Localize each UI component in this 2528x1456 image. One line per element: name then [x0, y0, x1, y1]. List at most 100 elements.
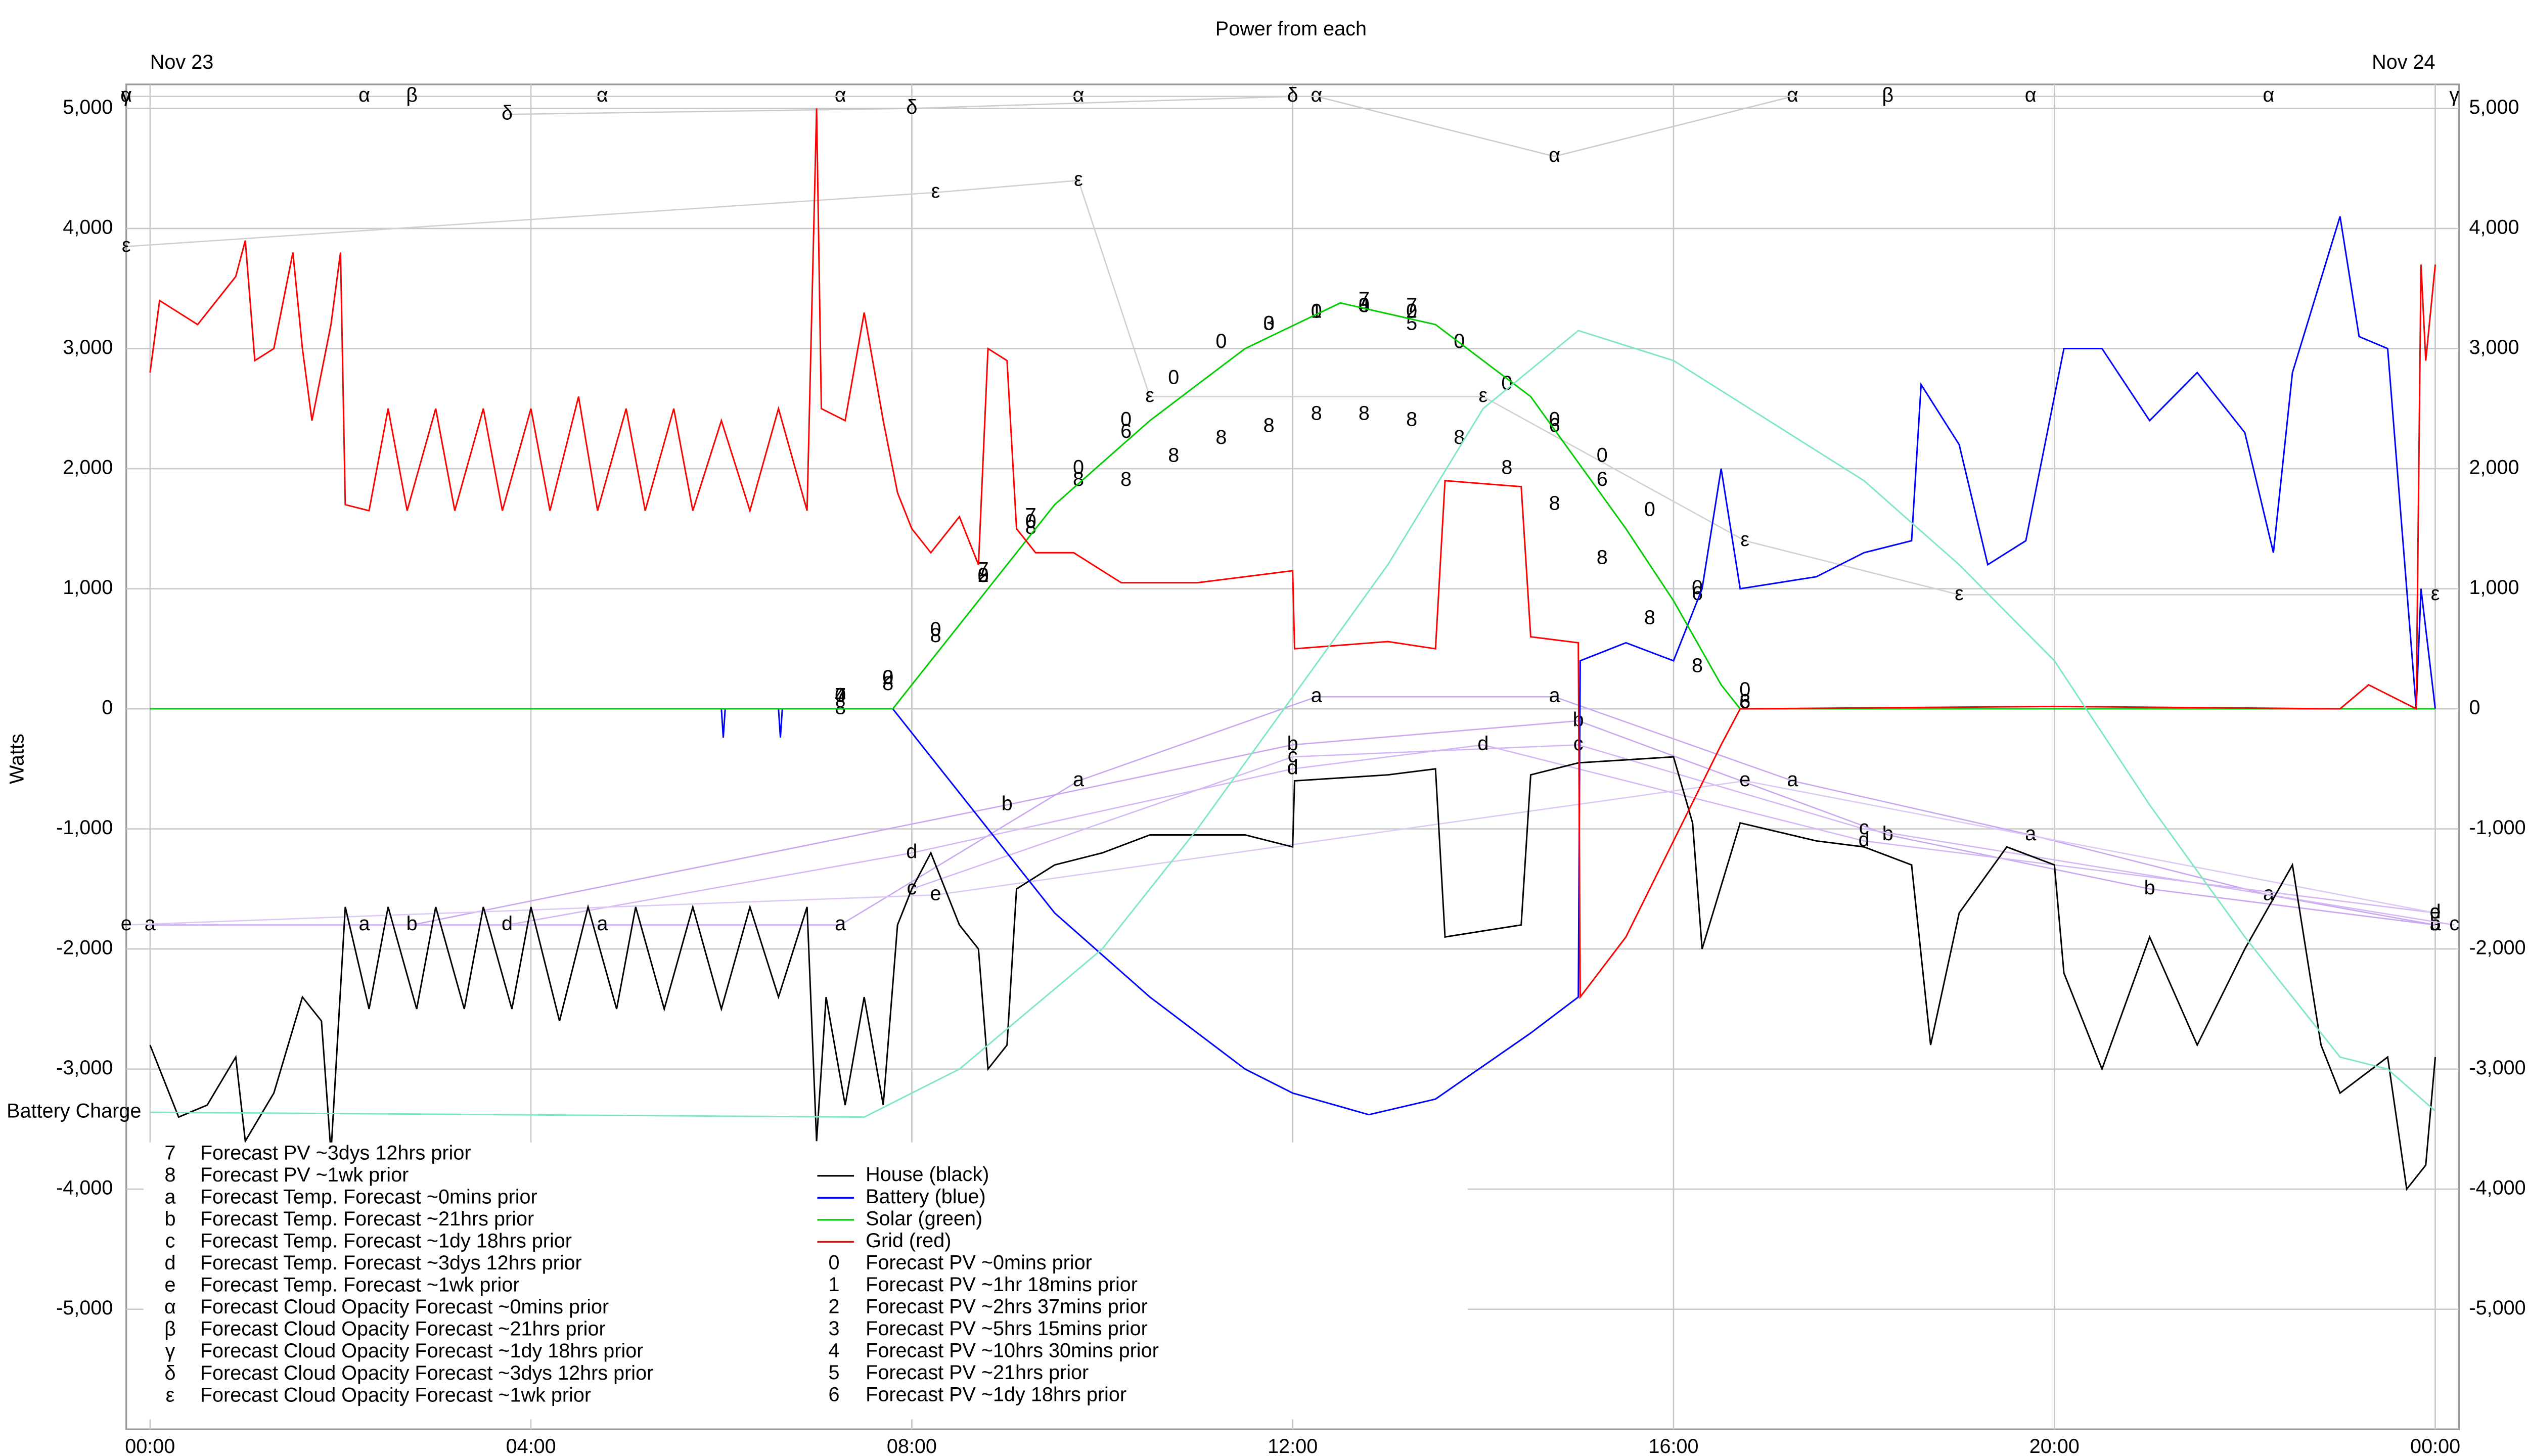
series-marker: 7 [1406, 294, 1417, 316]
legend-symbol: ε [166, 1384, 175, 1406]
series-marker: 2 [978, 564, 989, 586]
legend-symbol: d [164, 1252, 175, 1274]
legend-label: Forecast PV ~1dy 18hrs prior [866, 1384, 1126, 1406]
series-marker: γ [121, 84, 131, 106]
series-line [150, 330, 2436, 1118]
legend-label: Forecast PV ~1wk prior [200, 1164, 409, 1186]
y2-tick-label: 2,000 [2469, 456, 2519, 478]
legend-symbol: γ [165, 1340, 175, 1362]
series-marker: 0 [1311, 300, 1322, 323]
series-marker: 0 [1406, 300, 1417, 323]
legend-label: Forecast PV ~10hrs 30mins prior [866, 1340, 1159, 1362]
y2-tick-label: -4,000 [2469, 1177, 2525, 1199]
series-marker: 8 [882, 672, 893, 695]
series-marker: e [2430, 900, 2441, 923]
series-marker: d [1859, 829, 1870, 851]
x-tick-label: 12:00 [1268, 1435, 1318, 1456]
series-marker: 0 [1120, 408, 1132, 430]
series-marker: 4 [835, 685, 846, 707]
series-marker: 8 [930, 624, 941, 647]
y2-tick-label: 4,000 [2469, 216, 2519, 238]
y-tick-label: -4,000 [56, 1177, 113, 1199]
series-line [150, 302, 2435, 710]
series-marker: α [2025, 84, 2037, 106]
series-line [126, 179, 2435, 596]
series-marker: ε [931, 180, 940, 202]
y2-tick-label: 1,000 [2469, 576, 2519, 599]
series-marker: 1 [1311, 300, 1322, 323]
series-marker: a [1549, 685, 1561, 707]
legend-label: Forecast Cloud Opacity Forecast ~0mins p… [200, 1296, 609, 1318]
series-marker: a [597, 913, 608, 935]
series-marker: ε [1955, 582, 1964, 605]
y-tick-label: 3,000 [63, 336, 113, 358]
series-marker: ε [2431, 582, 2440, 605]
y-tick-label: 1,000 [63, 576, 113, 599]
series-marker: α [358, 84, 370, 106]
legend-label: Forecast PV ~2hrs 37mins prior [866, 1296, 1148, 1318]
series-line [149, 108, 2436, 999]
series-marker: 8 [978, 564, 989, 586]
series-marker: c [1859, 816, 1869, 839]
y-tick-label: -2,000 [56, 937, 113, 959]
series-marker: 7 [1025, 504, 1036, 526]
series-marker: 8 [1311, 402, 1322, 425]
series-marker: 4 [1359, 294, 1370, 316]
series-marker: δ [502, 102, 513, 124]
series-marker: 7 [1359, 288, 1370, 310]
legend-label: Forecast PV ~5hrs 15mins prior [866, 1317, 1148, 1340]
series-marker: a [1311, 685, 1323, 707]
legend-label: Forecast Temp. Forecast ~3dys 12hrs prio… [200, 1252, 582, 1274]
series-marker: a [2263, 883, 2275, 905]
series-marker: 0 [1454, 330, 1465, 352]
series-marker: 0 [1215, 330, 1227, 352]
series-marker: b [2430, 913, 2441, 935]
series-marker: a [2430, 913, 2442, 935]
series-marker: 2 [1406, 300, 1417, 323]
series-marker: δ [906, 96, 917, 118]
y2-tick-label: -3,000 [2469, 1057, 2525, 1079]
chart-title: Power from each [1215, 18, 1367, 40]
series-marker: 7 [978, 558, 989, 580]
legend-label: Forecast PV ~1hr 18mins prior [866, 1273, 1138, 1296]
y-tick-label: 5,000 [63, 96, 113, 118]
legend-symbol: 3 [828, 1317, 839, 1340]
series-marker: 6 [1597, 468, 1608, 490]
date-label: Nov 24 [2372, 51, 2435, 73]
series-marker: 0 [1025, 510, 1036, 532]
series-marker: 6 [1692, 582, 1703, 605]
series-marker: c [2449, 913, 2459, 935]
legend-label: Forecast Cloud Opacity Forecast ~1wk pri… [200, 1384, 591, 1406]
series-marker: 8 [1168, 444, 1179, 467]
series-marker: e [121, 913, 132, 935]
series-marker: 3 [1263, 312, 1275, 334]
legend-symbol: β [164, 1318, 176, 1340]
series-marker: d [906, 841, 917, 863]
series-marker: 6 [1120, 420, 1132, 442]
legend-label: Forecast Cloud Opacity Forecast ~21hrs p… [200, 1318, 606, 1340]
series-marker: 0 [1359, 294, 1370, 316]
legend-label: Forecast Cloud Opacity Forecast ~1dy 18h… [200, 1340, 644, 1362]
legend-symbol: b [164, 1208, 175, 1230]
series-marker: a [2025, 823, 2037, 845]
series-marker: γ [2449, 84, 2459, 106]
series-marker: d [502, 913, 513, 935]
legend-symbol: 2 [828, 1296, 839, 1318]
series-marker: ε [122, 234, 131, 256]
y2-tick-label: 0 [2469, 697, 2480, 719]
series-marker: ε [1074, 168, 1083, 190]
series-marker: 8 [1073, 468, 1084, 490]
series-marker: α [1787, 84, 1798, 106]
series-marker: d [1287, 756, 1298, 779]
series-marker: c [1288, 745, 1298, 767]
series-line [150, 696, 2435, 926]
series-marker: 8 [1263, 414, 1275, 436]
series-marker: 8 [1406, 408, 1417, 430]
legend-label: Forecast Temp. Forecast ~0mins prior [200, 1186, 537, 1208]
series-marker: α [597, 84, 608, 106]
legend-symbol: c [165, 1230, 175, 1252]
legend-symbol: 5 [828, 1361, 839, 1384]
series-marker: 0 [1739, 678, 1750, 701]
series-marker: a [835, 913, 846, 935]
